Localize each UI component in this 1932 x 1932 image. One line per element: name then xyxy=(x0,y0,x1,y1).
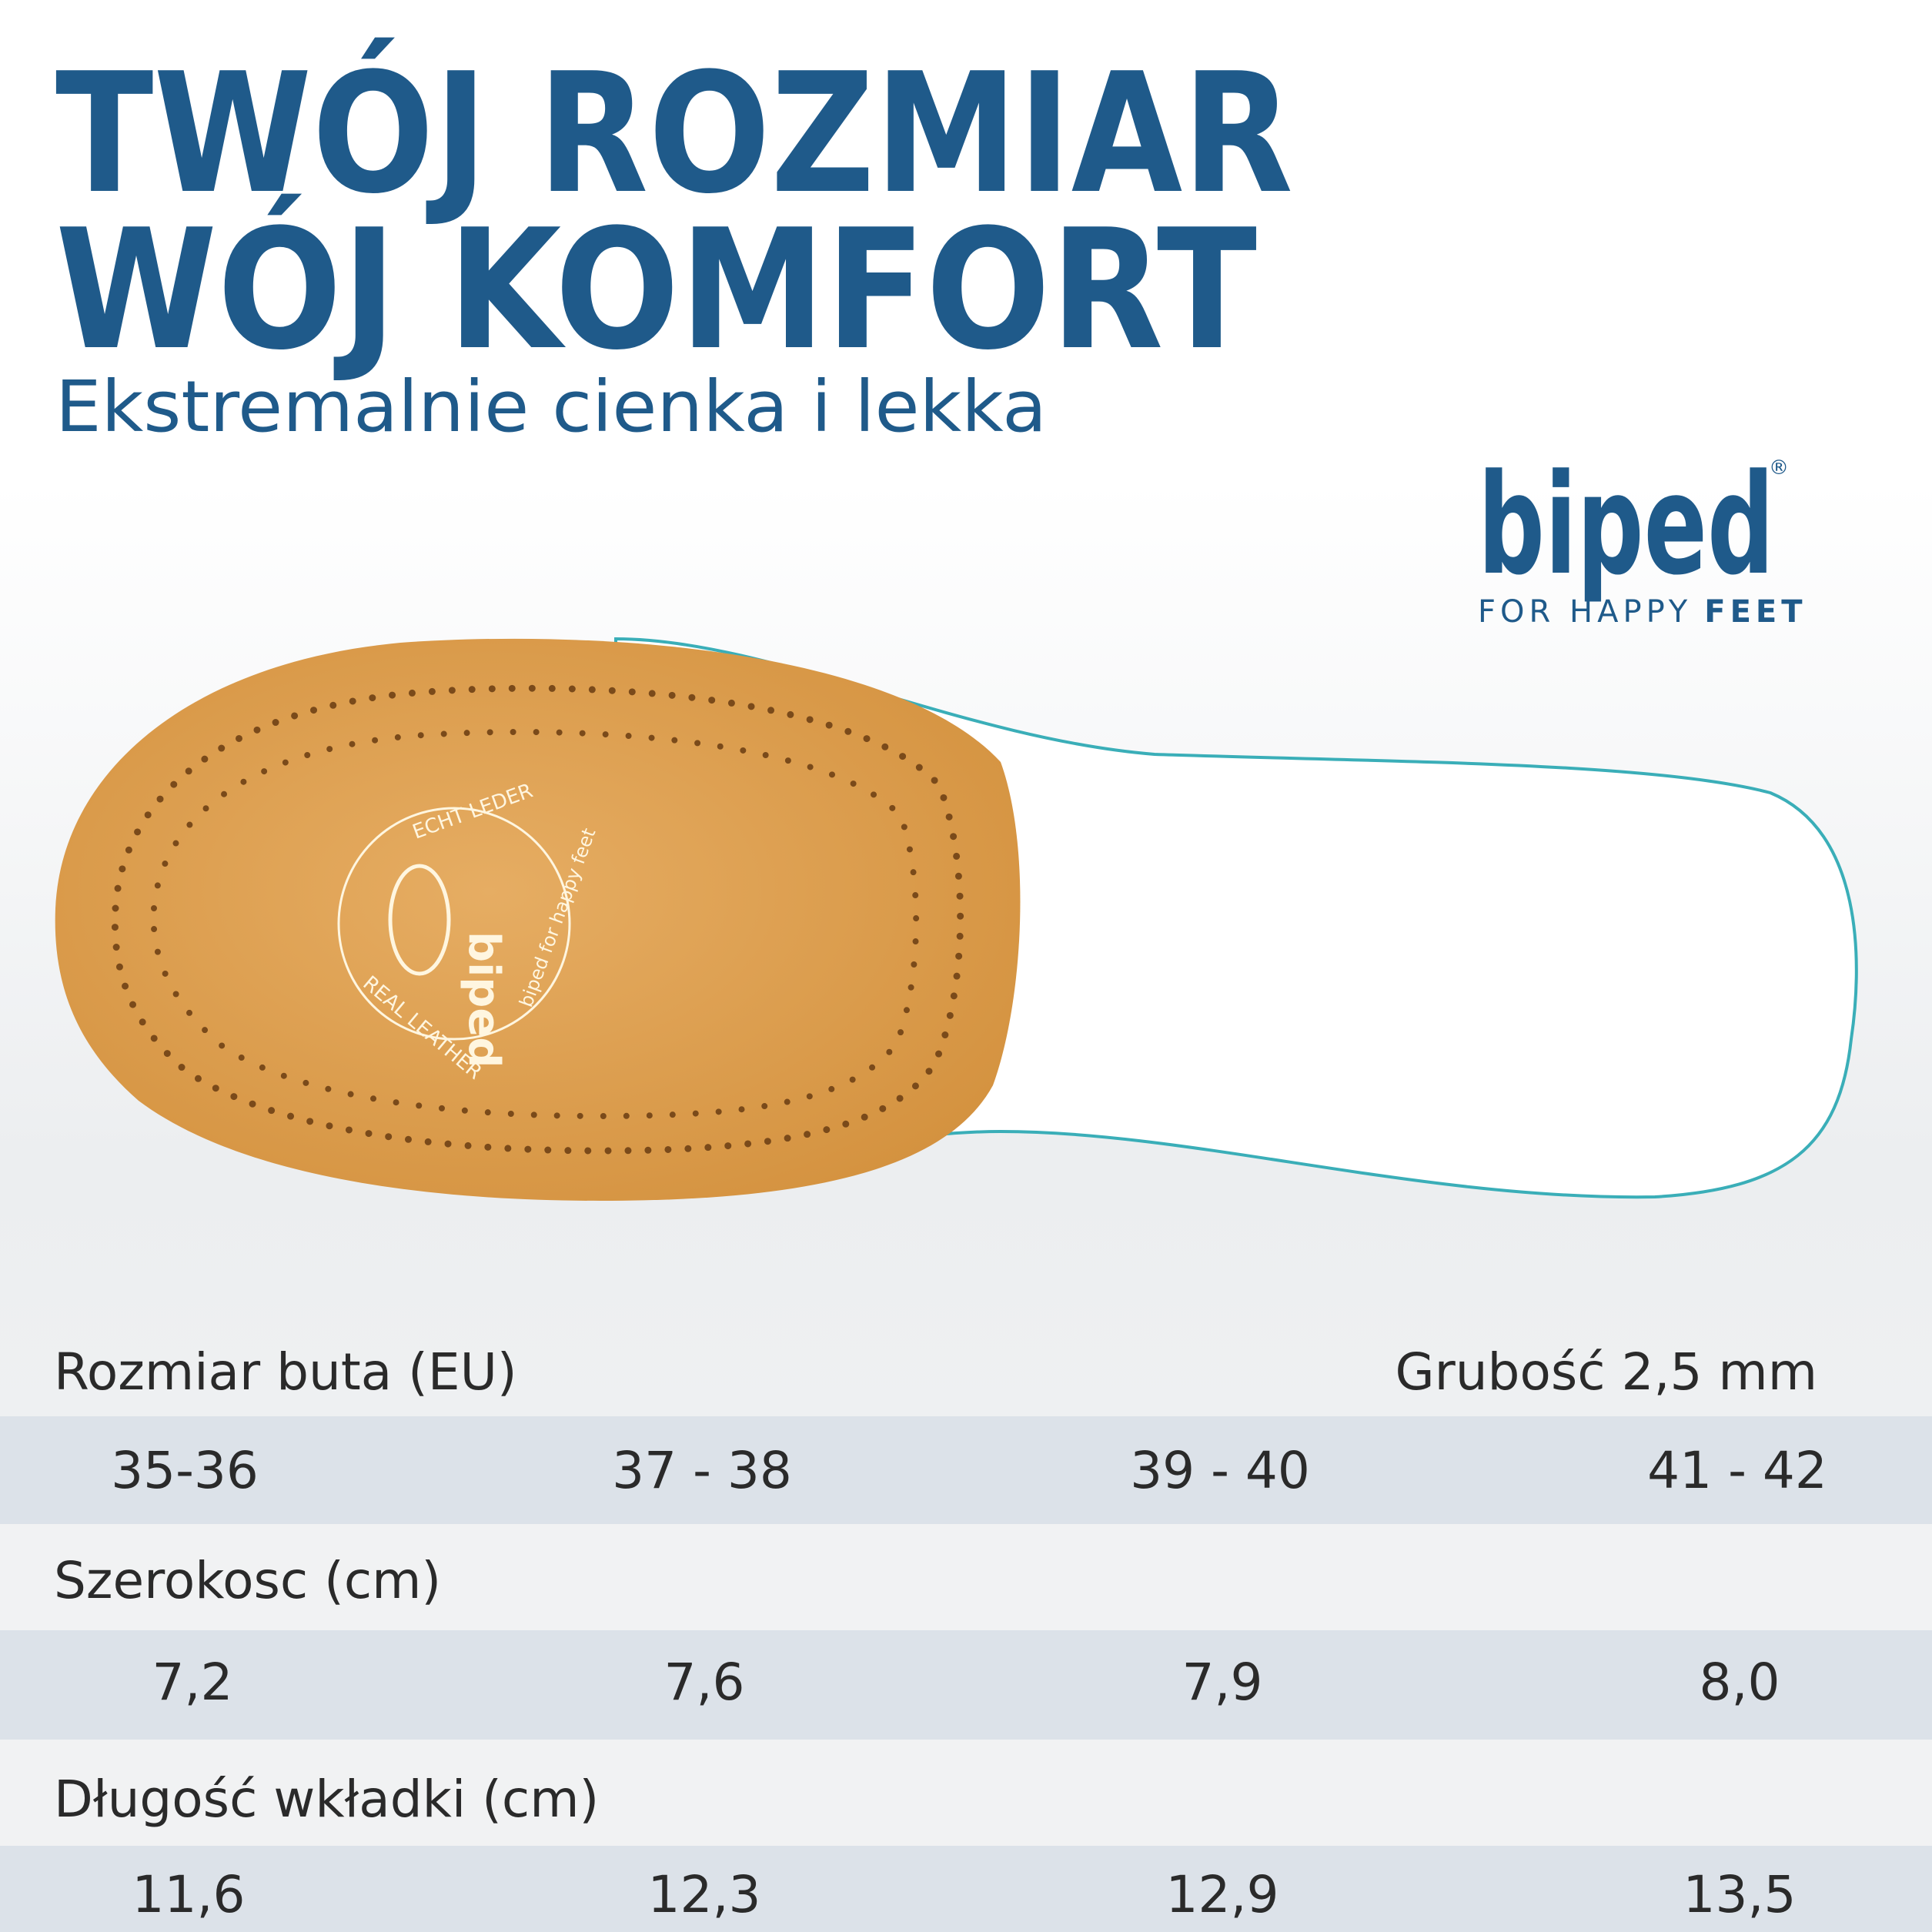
subtitle: Ekstremalnie cienka i lekka xyxy=(55,366,1047,448)
length-cell: 12,3 xyxy=(648,1865,761,1924)
logo-mark: ® xyxy=(1769,456,1789,480)
perforation xyxy=(150,728,920,1120)
perforation xyxy=(111,684,964,1155)
row-band xyxy=(0,1416,1932,1524)
row-band xyxy=(0,1524,1932,1630)
width-cell: 8,0 xyxy=(1700,1653,1780,1712)
length-cell: 12,9 xyxy=(1166,1865,1279,1924)
row-band xyxy=(0,1740,1932,1846)
logo-tagline: FOR HAPPY FEET xyxy=(1478,594,1807,630)
width-cell: 7,9 xyxy=(1182,1653,1263,1712)
size-cell: 35-36 xyxy=(111,1441,259,1500)
leather-insole xyxy=(55,638,1021,1201)
thickness: Grubość 2,5 mm xyxy=(1395,1342,1817,1402)
row-label: Rozmiar buta (EU) xyxy=(54,1342,517,1402)
width-cell: 7,6 xyxy=(664,1653,745,1712)
length-cell: 11,6 xyxy=(132,1865,246,1924)
imprint-ring xyxy=(337,807,571,1041)
logo: biped xyxy=(1478,445,1774,606)
imprint-logo: biped xyxy=(459,931,509,1068)
size-cell: 37 - 38 xyxy=(612,1441,792,1500)
size-cell: 39 - 40 xyxy=(1130,1441,1310,1500)
tagline-bold: FEET xyxy=(1704,594,1807,630)
row-band xyxy=(0,1630,1932,1740)
length-cell: 13,5 xyxy=(1683,1865,1797,1924)
row-label: Szerokosc (cm) xyxy=(54,1551,441,1610)
tagline-text: FOR HAPPY xyxy=(1478,594,1692,630)
size-cell: 41 - 42 xyxy=(1647,1441,1827,1500)
width-cell: 7,2 xyxy=(152,1653,233,1712)
row-band xyxy=(0,1846,1932,1932)
row-label: Długość wkładki (cm) xyxy=(54,1770,599,1829)
title-line: TWÓJ ROZMIAR xyxy=(55,36,1293,230)
imprint-penguin xyxy=(388,864,451,976)
title-line: WÓJ KOMFORT xyxy=(55,192,1257,386)
